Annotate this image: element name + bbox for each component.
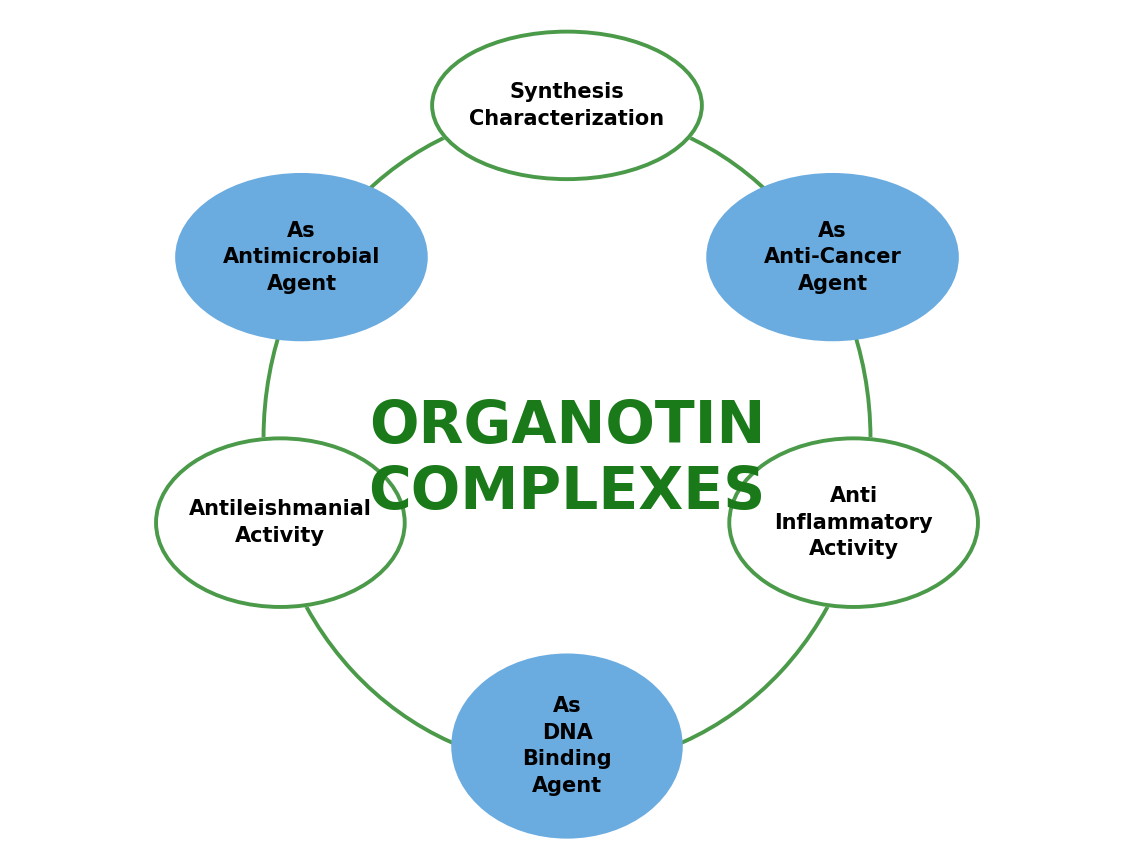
Ellipse shape <box>729 438 978 607</box>
Text: Anti
Inflammatory
Activity: Anti Inflammatory Activity <box>775 486 933 559</box>
Ellipse shape <box>156 438 405 607</box>
Ellipse shape <box>432 31 702 180</box>
Ellipse shape <box>727 436 980 609</box>
Text: As
DNA
Binding
Agent: As DNA Binding Agent <box>522 696 612 796</box>
Ellipse shape <box>709 175 957 339</box>
Ellipse shape <box>430 30 704 181</box>
Text: As
Anti-Cancer
Agent: As Anti-Cancer Agent <box>763 221 902 293</box>
Text: As
Antimicrobial
Agent: As Antimicrobial Agent <box>222 221 380 293</box>
Text: ORGANOTIN
COMPLEXES: ORGANOTIN COMPLEXES <box>369 398 765 521</box>
Ellipse shape <box>454 656 680 836</box>
Ellipse shape <box>154 436 407 609</box>
Text: Synthesis
Characterization: Synthesis Characterization <box>469 82 665 129</box>
Ellipse shape <box>177 175 425 339</box>
Text: Antileishmanial
Activity: Antileishmanial Activity <box>189 499 372 546</box>
